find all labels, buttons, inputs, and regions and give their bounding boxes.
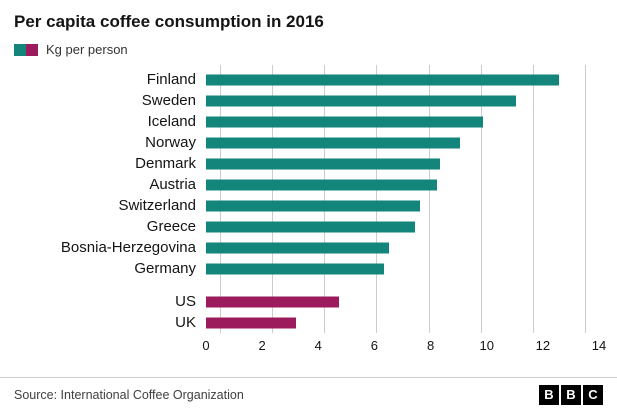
bar-rows: Finland Sweden Iceland Norway Denmark Austria… <box>14 69 601 333</box>
x-tick-label: 8 <box>426 338 435 353</box>
bar-row: Iceland <box>14 111 601 132</box>
bar-row: UK <box>14 312 601 333</box>
bar-track <box>206 153 601 174</box>
bbc-logo-block: B <box>561 384 581 405</box>
x-tick-label: 10 <box>479 338 494 353</box>
bar <box>206 74 559 85</box>
x-tick-label: 2 <box>258 338 266 353</box>
bar-row: Denmark <box>14 153 601 174</box>
category-label: UK <box>175 314 196 331</box>
bbc-logo-block: B <box>539 384 559 405</box>
category-label: Iceland <box>147 113 196 130</box>
legend-swatch-magenta <box>26 43 38 56</box>
category-label: Sweden <box>141 92 196 109</box>
bar <box>206 179 438 190</box>
bar <box>206 221 415 232</box>
category-label: US <box>175 293 196 310</box>
bar-row: Sweden <box>14 90 601 111</box>
bar <box>206 296 339 307</box>
legend-swatches <box>14 43 38 56</box>
bar-track <box>206 291 601 312</box>
bar-row: US <box>14 291 601 312</box>
bar <box>206 116 483 127</box>
plot-area: Finland Sweden Iceland Norway Denmark Austria… <box>14 65 606 357</box>
bar-track <box>206 312 601 333</box>
bar-track <box>206 90 601 111</box>
footer: Source: International Coffee Organizatio… <box>0 377 617 411</box>
category-label: Finland <box>146 71 196 88</box>
bar-row: Finland <box>14 69 601 90</box>
bbc-logo-block: C <box>583 384 603 405</box>
bar-row: Switzerland <box>14 195 601 216</box>
x-axis: 0 2 4 6 8 10 12 14 <box>202 333 606 357</box>
bar <box>206 158 441 169</box>
source-caption: Source: International Coffee Organizatio… <box>14 387 244 402</box>
x-tick-label: 0 <box>202 338 210 353</box>
category-label: Norway <box>145 134 196 151</box>
bar <box>206 317 297 328</box>
bar-row: Bosnia-Herzegovina <box>14 237 601 258</box>
bar-track <box>206 237 601 258</box>
x-tick-label: 4 <box>314 338 322 353</box>
category-label: Denmark <box>135 155 196 172</box>
bar-track <box>206 258 601 279</box>
bar-row: Greece <box>14 216 601 237</box>
bar-row: Germany <box>14 258 601 279</box>
bar <box>206 95 517 106</box>
bar-row: Austria <box>14 174 601 195</box>
x-tick-label: 6 <box>370 338 379 353</box>
bar <box>206 137 460 148</box>
x-tick-label: 12 <box>535 338 551 353</box>
bar-track <box>206 195 601 216</box>
x-tick-label: 14 <box>591 338 607 353</box>
bar <box>206 200 421 211</box>
legend-label: Kg per person <box>46 42 128 57</box>
category-label: Bosnia-Herzegovina <box>60 239 196 256</box>
bar-track <box>206 216 601 237</box>
bar-track <box>206 111 601 132</box>
chart-title: Per capita coffee consumption in 2016 <box>14 12 324 31</box>
category-label: Greece <box>146 218 196 235</box>
bar-track <box>206 174 601 195</box>
category-label: Austria <box>149 176 196 193</box>
bar-track <box>206 132 601 153</box>
legend-swatch-teal <box>14 43 26 56</box>
bar-row: Norway <box>14 132 601 153</box>
category-label: Switzerland <box>118 197 196 214</box>
chart-legend: Kg per person <box>14 42 601 57</box>
category-label: Germany <box>134 260 196 277</box>
bar-track <box>206 69 601 90</box>
bar <box>206 263 384 274</box>
bar <box>206 242 390 253</box>
